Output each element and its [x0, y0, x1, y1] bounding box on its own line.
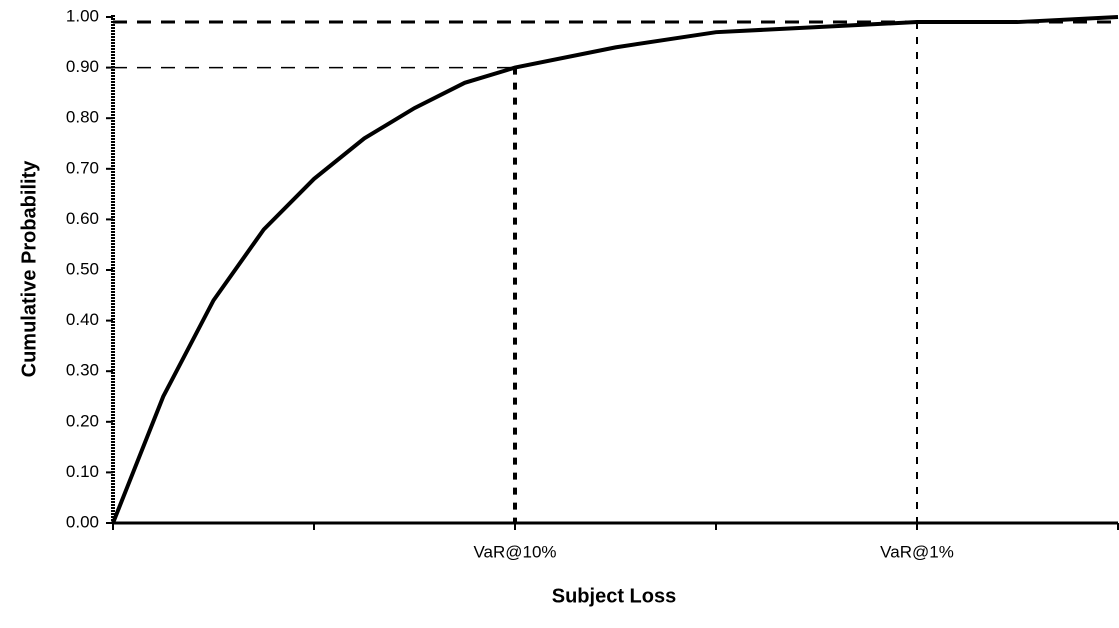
y-tick-label: 0.20	[66, 411, 99, 430]
y-tick-label: 0.60	[66, 209, 99, 228]
y-tick-label: 0.70	[66, 158, 99, 177]
y-tick-label: 1.00	[66, 6, 99, 25]
y-tick-label: 0.50	[66, 259, 99, 278]
y-tick-label: 0.00	[66, 512, 99, 531]
cdf-curve	[111, 15, 1119, 524]
y-tick-label: 0.30	[66, 361, 99, 380]
y-tick-label: 0.10	[66, 462, 99, 481]
x-tick-label: VaR@10%	[473, 542, 556, 561]
y-axis-label: Cumulative Probability	[18, 160, 40, 378]
y-tick-label: 0.40	[66, 310, 99, 329]
y-tick-label: 0.90	[66, 57, 99, 76]
y-tick-label: 0.80	[66, 108, 99, 127]
x-axis-label: Subject Loss	[552, 585, 676, 607]
x-tick-label: VaR@1%	[880, 542, 954, 561]
